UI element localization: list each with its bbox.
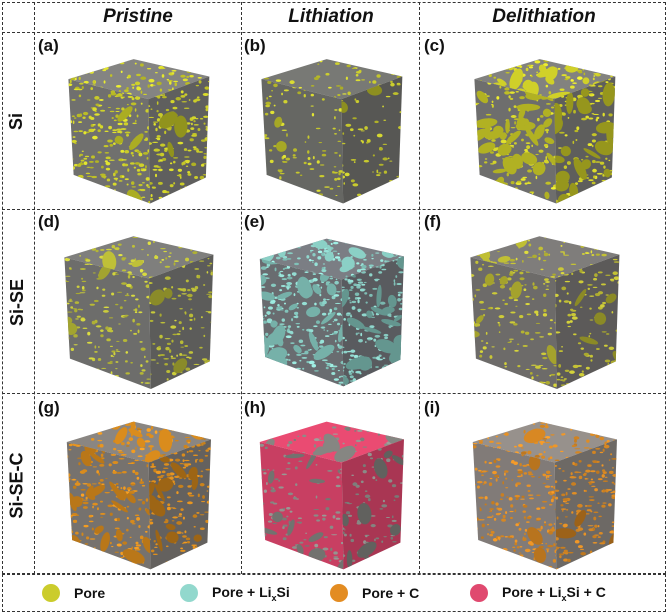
panel-label: (a)	[38, 36, 59, 55]
cube-face	[341, 76, 403, 204]
legend-swatch-pore-c	[330, 584, 348, 602]
cube-render-f	[470, 236, 620, 389]
cube-face	[68, 59, 210, 100]
row-header-si-se-c: Si-SE-C	[0, 396, 34, 574]
cube-face	[341, 439, 404, 570]
figure-frame	[2, 2, 666, 574]
cube-face	[261, 79, 344, 204]
legend-label: Pore + LixSi + C	[502, 584, 606, 603]
cube-render-i	[472, 421, 617, 570]
grid-col-line-1	[34, 2, 242, 574]
legend-label: Pore + C	[362, 585, 419, 601]
cube-face	[148, 76, 210, 204]
panel-d: (d)	[36, 210, 240, 394]
cube-face	[64, 257, 151, 389]
panel-label: (i)	[424, 398, 441, 417]
cube-render-g	[66, 421, 211, 570]
panel-label: (e)	[244, 212, 265, 231]
grid-row-line-1	[2, 32, 666, 210]
legend-item-pore-lixsi: Pore + LixSi	[180, 576, 290, 610]
legend-item-pore-c: Pore + C	[330, 576, 419, 610]
panel-f: (f)	[422, 210, 666, 394]
cube-render-a	[68, 59, 210, 204]
legend-label-suffix: Si	[276, 583, 290, 600]
row-header-si-se-c-text: Si-SE-C	[6, 451, 27, 519]
legend-label-suffix: Si + C	[566, 583, 606, 600]
legend-label-prefix: Pore	[74, 585, 106, 601]
row-header-si-se: Si-SE	[0, 210, 34, 394]
cube-render-c	[474, 59, 616, 204]
panel-label: (d)	[38, 212, 60, 231]
cube-face	[64, 236, 214, 279]
column-header-lithiation: Lithiation	[288, 6, 374, 27]
legend-swatch-pore-lixsi	[180, 584, 198, 602]
cube-render-e	[259, 238, 404, 387]
panel-label: (f)	[424, 212, 441, 231]
legend-label-prefix: Pore + Li	[502, 583, 562, 600]
cube-face	[341, 256, 404, 387]
legend-label-prefix: Pore + Li	[212, 583, 272, 600]
row-header-si-se-text: Si-SE	[6, 278, 27, 326]
row-header-si-text: Si	[6, 112, 27, 130]
panel-label: (h)	[244, 398, 266, 417]
cube-face	[555, 254, 620, 389]
grid-col-line-2	[240, 2, 420, 574]
legend-frame	[2, 574, 666, 612]
panel-g: (g)	[36, 396, 240, 574]
panel-label: (c)	[424, 36, 445, 55]
panel-c: (c)	[422, 34, 666, 208]
panel-b: (b)	[242, 34, 420, 208]
cube-render-d	[64, 236, 214, 389]
panel-e: (e)	[242, 210, 420, 394]
grid-row-line-2	[2, 208, 666, 394]
legend-item-pore-lixsi-c: Pore + LixSi + C	[470, 576, 606, 610]
panel-i: (i)	[422, 396, 666, 574]
column-header-delithiation: Delithiation	[492, 6, 596, 27]
panel-label: (b)	[244, 36, 266, 55]
column-header-pristine: Pristine	[103, 6, 173, 27]
cube-face	[259, 442, 344, 570]
legend-label: Pore	[74, 585, 105, 601]
row-header-si: Si	[0, 34, 34, 208]
panel-a: (a)	[36, 34, 240, 208]
legend-label-prefix: Pore + C	[362, 585, 420, 601]
cube-face	[261, 59, 403, 100]
panel-label: (g)	[38, 398, 60, 417]
panel-h: (h)	[242, 396, 420, 574]
cube-render-b	[261, 59, 403, 204]
legend-label: Pore + LixSi	[212, 584, 290, 603]
legend-item-pore: Pore	[42, 576, 105, 610]
legend-swatch-pore	[42, 584, 60, 602]
legend-label-sub: x	[271, 592, 277, 603]
legend: Pore Pore + LixSi Pore + C Pore + LixSi …	[4, 576, 664, 610]
legend-swatch-pore-lixsi-c	[470, 584, 488, 602]
legend-label-sub: x	[561, 592, 567, 603]
cube-render-h	[259, 421, 404, 570]
